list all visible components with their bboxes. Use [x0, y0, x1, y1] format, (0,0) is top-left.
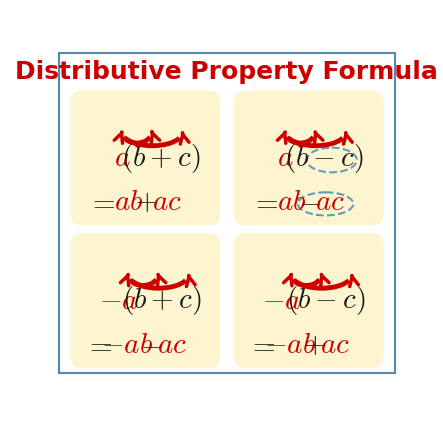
Text: $(b-c)$: $(b-c)$	[286, 284, 365, 317]
Text: $=$: $=$	[250, 188, 278, 216]
Text: Distributive Property Formula: Distributive Property Formula	[15, 60, 438, 84]
Text: $(b+c)$: $(b+c)$	[121, 142, 201, 175]
Text: $-\mathit{a}$: $-\mathit{a}$	[99, 287, 138, 315]
FancyBboxPatch shape	[70, 233, 221, 368]
Text: $=$: $=$	[87, 188, 115, 216]
Text: $\mathit{ab}$: $\mathit{ab}$	[268, 188, 307, 216]
Text: $\mathit{ac}$: $\mathit{ac}$	[152, 188, 182, 216]
Text: $\mathit{a}$: $\mathit{a}$	[114, 144, 131, 173]
Text: $-$: $-$	[140, 331, 163, 359]
FancyBboxPatch shape	[70, 91, 221, 225]
Text: $-\mathit{ab}$: $-\mathit{ab}$	[101, 331, 153, 359]
Text: $(b+c)$: $(b+c)$	[123, 284, 202, 317]
Text: $\mathit{ac}$: $\mathit{ac}$	[315, 188, 345, 216]
Text: $\mathit{ab}$: $\mathit{ab}$	[105, 188, 143, 216]
Text: $+$: $+$	[136, 188, 159, 216]
FancyBboxPatch shape	[233, 91, 384, 225]
Text: $+$: $+$	[303, 331, 326, 359]
Text: $(b-c)$: $(b-c)$	[284, 142, 364, 175]
Text: $\mathit{ac}$: $\mathit{ac}$	[157, 331, 187, 359]
FancyBboxPatch shape	[233, 233, 384, 368]
Text: $-$: $-$	[299, 188, 321, 216]
Text: $=$: $=$	[247, 331, 275, 359]
Text: $\mathit{a}$: $\mathit{a}$	[277, 144, 294, 173]
Text: $-\mathit{a}$: $-\mathit{a}$	[262, 287, 301, 315]
Text: $\mathit{ac}$: $\mathit{ac}$	[320, 331, 350, 359]
FancyBboxPatch shape	[59, 53, 395, 373]
Text: $-\mathit{ab}$: $-\mathit{ab}$	[264, 331, 316, 359]
Text: $=$: $=$	[84, 331, 112, 359]
